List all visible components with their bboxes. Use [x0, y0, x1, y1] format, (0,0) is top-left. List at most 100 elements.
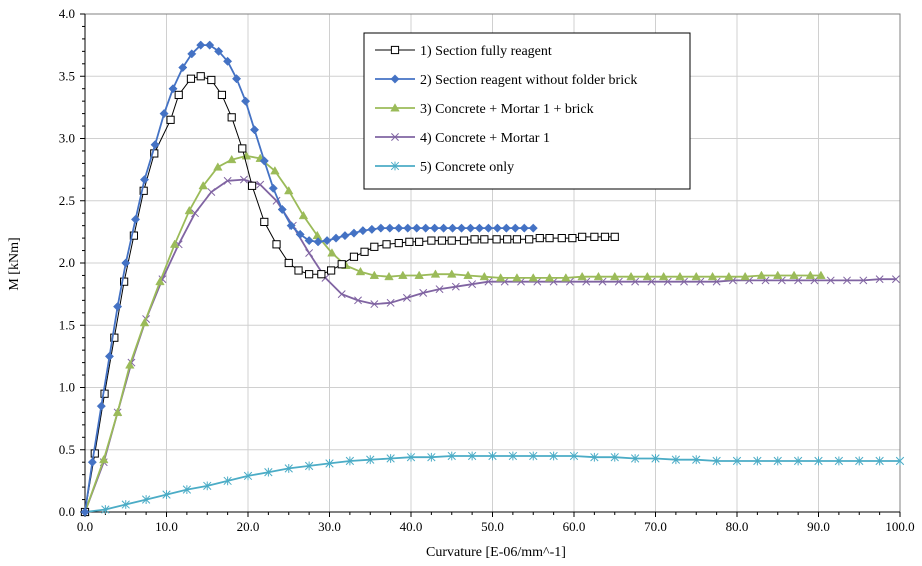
series-2-point	[241, 96, 251, 106]
series-1-point	[557, 234, 566, 243]
series-3-point	[184, 205, 195, 215]
series-2-point	[322, 236, 332, 246]
series-5-point	[284, 464, 293, 473]
series-3-point	[707, 271, 718, 281]
series-5-point	[834, 456, 844, 466]
series-1-point	[437, 236, 447, 245]
series-1-point	[447, 236, 456, 245]
series-3-point	[414, 270, 424, 279]
series-2-point	[403, 223, 413, 233]
series-5-point	[467, 451, 477, 461]
series-5-point	[773, 456, 782, 466]
series-3-point	[447, 269, 457, 278]
series-5-point	[814, 456, 823, 466]
legend-entry-1: 1) Section fully reagent	[375, 44, 552, 59]
series-2-point	[349, 228, 359, 238]
series-2-point	[492, 223, 502, 233]
series-3-point	[626, 271, 636, 281]
series-2-point	[187, 49, 197, 59]
legend-entry-4: 4) Concrete + Mortar 1	[375, 131, 550, 146]
x-tick-label: 20.0	[237, 519, 260, 534]
series-2-point	[385, 223, 395, 233]
series-5-point	[304, 461, 314, 471]
series-2-point	[465, 223, 476, 233]
tick-labels: 0.0 10.0 20.0 30.0 40.0 50.0 60.0 70.0 80.0 90.0 1…	[59, 6, 915, 534]
series-3-point	[125, 360, 135, 369]
x-tick-label: 60.0	[563, 519, 586, 534]
legend: 1) Section fully reagent 2) Section reage…	[363, 32, 691, 190]
series-2-point	[421, 223, 431, 233]
series-5-point	[366, 455, 375, 465]
series-3-point	[139, 317, 150, 327]
series-2-point	[277, 204, 287, 215]
x-tick-label: 80.0	[726, 519, 749, 534]
series-3-point	[642, 271, 653, 281]
x-axis-title: Curvature [E-06/mm^-1]	[426, 545, 566, 560]
series-2-point	[80, 507, 90, 517]
series-1-point	[610, 232, 619, 241]
series-2-point	[295, 229, 305, 239]
series-1-point	[327, 266, 336, 275]
legend-box	[363, 32, 691, 190]
series-5-point	[569, 451, 579, 461]
series-1-point	[525, 235, 534, 244]
series-4-point	[337, 290, 346, 299]
y-tick-label: 1.5	[59, 317, 75, 332]
series-2-point	[87, 457, 97, 467]
series-3-point	[495, 273, 506, 282]
legend-swatch-marker	[390, 103, 400, 112]
series-5-point	[855, 456, 864, 466]
series-2-point	[96, 401, 106, 411]
series-5-point	[529, 451, 538, 461]
series-1-point	[568, 234, 577, 243]
series-1-point	[227, 113, 236, 122]
legend-label: 4) Concrete + Mortar 1	[420, 131, 550, 146]
y-tick-label: 4.0	[59, 6, 75, 21]
series-2-point	[104, 351, 115, 361]
series-3-point	[789, 270, 799, 279]
series-1-point	[110, 333, 119, 342]
series-2-point	[205, 40, 215, 50]
y-axis-title: M [kNm]	[7, 237, 22, 290]
y-tick-label: 2.0	[59, 255, 75, 270]
series-2-point	[474, 223, 485, 233]
series-4	[81, 175, 900, 516]
series-4-point	[435, 285, 444, 294]
series-5-point	[549, 451, 558, 461]
x-tick-label: 100.0	[885, 519, 914, 534]
series-2-point	[113, 302, 123, 312]
series-2-point	[501, 223, 511, 233]
series-4-point	[370, 300, 379, 309]
legend-swatch-marker	[390, 74, 400, 84]
series-1-point	[349, 252, 359, 261]
series-2-point	[331, 233, 341, 243]
series-5-point	[508, 451, 518, 461]
series-1-point	[492, 235, 501, 244]
x-tick-label: 50.0	[481, 519, 504, 534]
series-2-point	[121, 258, 131, 268]
series-2-point	[159, 109, 169, 119]
series-3-point	[155, 276, 165, 286]
series-3-point	[675, 271, 685, 281]
series-1-point	[503, 235, 512, 244]
series-5-point	[447, 451, 456, 461]
series-5-point	[101, 505, 110, 514]
series-3-point	[691, 271, 701, 281]
series-5-point	[386, 454, 395, 463]
series-1-point	[174, 90, 183, 100]
series-1-point	[405, 237, 414, 246]
series-2-point	[510, 223, 520, 233]
series-3-point	[298, 210, 309, 220]
series-2-point	[232, 74, 242, 84]
series-3-point	[561, 273, 571, 282]
series-1-point	[427, 236, 436, 245]
y-tick-label: 3.5	[59, 68, 75, 83]
series-1-point	[166, 115, 175, 124]
series-2-point	[313, 237, 323, 247]
series-5-point	[264, 467, 273, 477]
series-2-point	[286, 221, 296, 231]
series-4-point	[256, 180, 265, 189]
series-3-point	[528, 273, 538, 282]
series-5-point	[651, 454, 660, 463]
